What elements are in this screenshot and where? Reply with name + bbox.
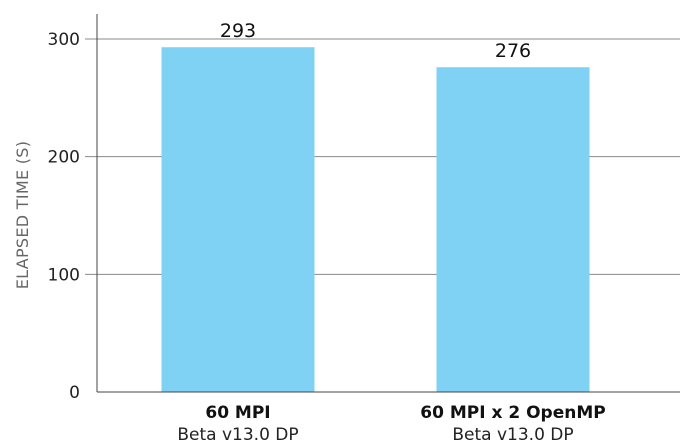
y-tick-label-200: 200	[48, 148, 80, 168]
axes	[96, 14, 680, 393]
bar-2	[436, 67, 590, 393]
y-tick-label-100: 100	[48, 265, 80, 285]
bar-1	[161, 47, 315, 393]
y-tick-label-0: 0	[69, 383, 80, 403]
category-label-2: 60 MPI x 2 OpenMP	[420, 403, 605, 423]
data-label-1: 293	[220, 20, 256, 42]
category-sublabel-1: Beta v13.0 DP	[177, 425, 298, 445]
bars	[161, 47, 590, 393]
y-tick-labels: 0 100 200 300	[48, 30, 80, 403]
y-axis-label: ELAPSED TIME (S)	[13, 141, 32, 290]
data-label-2: 276	[495, 40, 531, 62]
y-tick-label-300: 300	[48, 30, 80, 50]
category-sublabel-2: Beta v13.0 DP	[452, 425, 573, 445]
category-label-1: 60 MPI	[205, 403, 270, 423]
data-labels: 293 276	[220, 20, 531, 62]
